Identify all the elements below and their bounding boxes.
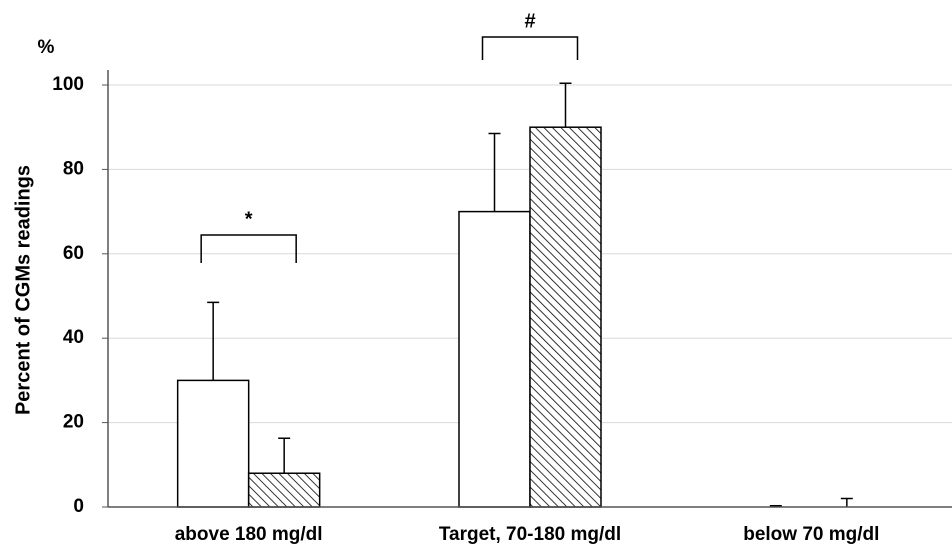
bar — [529, 126, 602, 508]
bar — [458, 210, 531, 508]
error-bar — [207, 301, 220, 381]
significance-bracket — [481, 36, 579, 60]
y-tick-label: 40 — [63, 327, 84, 348]
error-bar — [488, 132, 501, 212]
bar — [176, 379, 250, 508]
error-bar — [840, 497, 853, 507]
y-tick-label: 0 — [73, 496, 84, 517]
y-axis-title: Percent of CGMs readings — [12, 165, 34, 415]
significance-label: # — [524, 10, 535, 32]
y-tick-label: 60 — [63, 243, 84, 264]
y-unit: % — [38, 37, 55, 58]
y-tick-label: 100 — [52, 74, 84, 95]
x-tick-label: below 70 mg/dl — [743, 524, 879, 545]
x-tick-label: Target, 70-180 mg/dl — [439, 524, 621, 545]
error-bar — [559, 82, 572, 128]
y-tick-label: 80 — [63, 158, 84, 179]
bar — [247, 472, 321, 508]
y-tick-label: 20 — [63, 412, 84, 433]
error-bar — [278, 437, 291, 474]
significance-bracket — [200, 234, 297, 263]
x-tick-label: above 180 mg/dl — [175, 524, 323, 545]
significance-label: * — [245, 208, 253, 230]
